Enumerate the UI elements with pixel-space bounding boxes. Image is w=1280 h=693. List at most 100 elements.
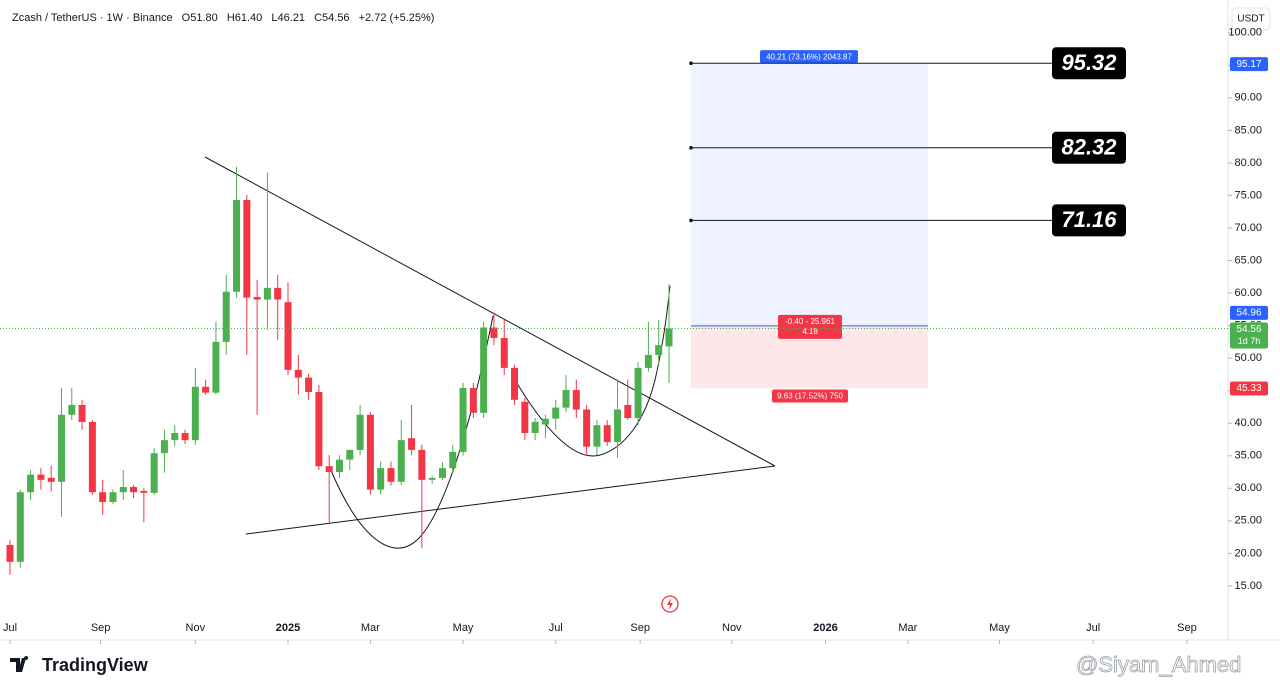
candle-body [37,474,45,480]
candle-body [68,404,76,415]
y-tick-label: 65.00 [1234,254,1262,266]
stop-label: 9.63 (17.52%) 750 [777,392,843,401]
entry-sublabel: 4.18 [802,327,818,336]
candle-body [603,425,611,443]
candle-body [511,367,519,400]
candle-body [325,466,333,473]
candle-body [521,401,529,433]
candle-body [57,414,65,482]
candle-body [78,404,86,422]
candle-body [500,337,508,368]
trend-line [245,465,776,535]
logo-mark [10,656,29,672]
entry-label-box [778,314,842,339]
y-tick-label: 30.00 [1234,482,1262,494]
candle-body [191,386,199,441]
candle-body [418,449,426,480]
candle-body [315,391,323,467]
currency-box[interactable] [1231,7,1271,31]
target-box [1052,47,1126,80]
candle-body [634,367,642,419]
icon-circle[interactable] [661,595,679,613]
candle-body [490,327,498,338]
candle-body [294,369,302,378]
candle-body [140,490,148,493]
icon-bolt[interactable] [667,598,673,610]
target-label-box [760,50,858,64]
candle-body [572,390,580,410]
currency[interactable]: USDT [1237,14,1264,25]
candle-body [27,474,35,493]
profit-zone [691,64,928,326]
x-tick-label: Nov [722,622,742,634]
candle-body [665,328,673,347]
candle-body [88,421,96,493]
y-tick-label: 100.00 [1228,27,1262,39]
candle-body [428,477,436,480]
candle-body [397,440,405,482]
y-tick-label: 40.00 [1234,417,1262,429]
y-tick-label: 85.00 [1234,124,1262,136]
target-value: 95.32 [1061,50,1117,75]
x-tick-label: Sep [91,622,111,634]
y-tick-label: 60.00 [1234,287,1262,299]
x-tick-label: 2025 [276,622,300,634]
logo: TradingView [10,655,149,675]
x-tick-label: Sep [1177,622,1197,634]
trend-line [204,156,776,467]
candle-body [263,287,271,300]
candle-body [583,409,591,447]
stop-price-label: 45.33 [1236,383,1261,394]
x-tick-label: Sep [630,622,650,634]
candle-body [243,199,251,298]
header: Zcash / TetherUS · 1W · Binance O51.80 H… [12,12,434,24]
y-tick-label: 80.00 [1234,157,1262,169]
entry-price-label: 54.96 [1236,307,1261,318]
candle-body [212,341,220,393]
target-price-label: 95.17 [1236,59,1261,70]
candle-body [130,486,138,493]
candle-body [119,486,127,493]
entry-label: -0.40 - 25.961 [785,317,835,326]
y-tick-label: 50.00 [1234,352,1262,364]
candle-body [346,449,354,460]
candle-body [552,407,560,419]
target-box [1052,204,1126,237]
x-tick-label: Nov [186,622,206,634]
candle-body [284,302,292,370]
x-tick-label: Jul [3,622,17,634]
candle-body [305,377,313,392]
y-tick-label: 35.00 [1234,450,1262,462]
grid [9,32,1232,644]
candle-body [6,544,14,562]
candle-body [109,492,117,502]
ohlc-close: C54.56 [314,12,349,24]
candle-body [644,354,652,368]
candle-body [222,291,230,342]
target-value: 71.16 [1061,207,1117,232]
ohlc-change: +2.72 (+5.25%) [359,12,435,24]
candle-body [562,390,570,408]
replay-icon[interactable] [661,595,679,613]
cup-curve [514,285,671,457]
x-tick-label: Jul [1086,622,1100,634]
ohlc-high: H61.40 [227,12,262,24]
y-tick-label: 20.00 [1234,547,1262,559]
symbol: Zcash / TetherUS · 1W · Binance [12,12,173,24]
candle-body [233,199,241,292]
x-tick-label: May [989,622,1010,634]
candle-body [274,287,282,300]
candle-body [160,440,168,454]
candle-body [377,468,385,490]
candle-body [459,388,467,452]
candle-body [202,386,210,393]
candle-body [181,432,189,441]
x-tick-label: 2026 [813,622,837,634]
candle-body [655,345,663,355]
entry-price-label-box [1230,305,1268,320]
last-price-box [1230,322,1268,349]
candle-body [624,404,632,419]
